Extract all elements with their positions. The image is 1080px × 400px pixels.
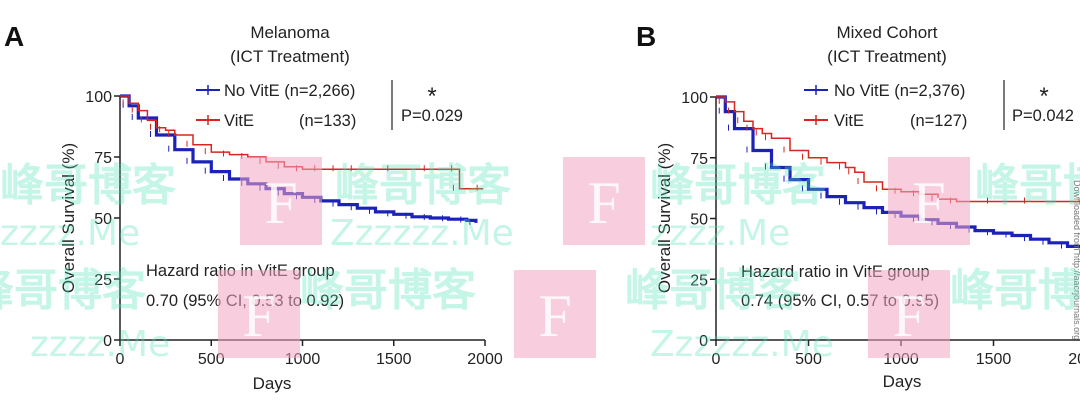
x-tick-label: 500: [795, 351, 822, 368]
panel-a-subtitle: (ICT Treatment): [230, 47, 350, 66]
legend-label-vite-n: (n=133): [299, 112, 356, 130]
panel-b-legend: No VitE (n=2,376) VitE (n=127) * P=0.042: [804, 80, 1074, 130]
y-tick-label: 50: [690, 212, 708, 229]
panel-b-legend-no-vite: No VitE (n=2,376): [804, 82, 965, 100]
download-edge-text: Downloaded from http://aacrjournals.org: [1072, 180, 1080, 340]
x-tick-label: 1500: [976, 351, 1012, 368]
watermark-text: 峰哥博客: [625, 265, 801, 316]
watermark-badge: [563, 157, 645, 245]
watermark-badge-letter: F: [587, 170, 620, 236]
panel-b-title: Mixed Cohort: [836, 23, 937, 42]
legend-label-no-vite: No VitE (n=2,266): [224, 82, 355, 100]
x-tick-label: 0: [116, 351, 125, 368]
watermark-text: 峰哥博客: [0, 160, 176, 211]
watermark-badge-letter: F: [892, 283, 925, 349]
panel-a-legend-vite: VitE (n=133): [196, 112, 356, 130]
watermark-text: Zzzzzz.Me: [330, 213, 514, 254]
watermark-badge: [218, 270, 300, 358]
watermark-text: 峰哥博客: [335, 160, 511, 211]
x-tick-label: 0: [712, 351, 721, 368]
legend-label-vite-n: (n=127): [910, 112, 967, 130]
y-tick-label: 25: [94, 272, 112, 289]
panel-a-significance-star: *: [427, 83, 436, 110]
legend-label-no-vite: No VitE (n=2,376): [834, 82, 965, 100]
watermark-badge: [514, 270, 596, 358]
panel-a-x-axis-title: Days: [253, 374, 292, 393]
panel-a-title: Melanoma: [250, 23, 330, 42]
watermark-text: 峰哥博客: [300, 265, 476, 316]
x-tick-label: 1500: [376, 351, 412, 368]
panel-b-mixed-cohort: B Mixed Cohort (ICT Treatment) 0 25 50 75 10…: [636, 21, 1080, 391]
panel-a-p-value: P=0.029: [401, 107, 463, 125]
panel-a-letter: A: [4, 21, 24, 52]
watermark-badge: [240, 157, 322, 245]
x-tick-label: 500: [198, 351, 225, 368]
x-tick-label: 2000: [467, 351, 503, 368]
watermark-badge-letter: F: [912, 170, 945, 236]
watermark-badge-letter: F: [538, 283, 571, 349]
panel-b-x-axis-title: Days: [883, 372, 922, 391]
panel-b-subtitle: (ICT Treatment): [827, 47, 947, 66]
legend-label-vite-name: VitE: [834, 112, 864, 130]
watermark-text: 峰哥博客: [650, 160, 826, 211]
watermark-overlay: F F F F F F 峰哥博客 峰哥博客 峰哥博客 峰哥博客 zzzz.Me …: [0, 157, 1080, 365]
y-tick-label: 75: [690, 151, 708, 168]
watermark-badge-letter: F: [264, 170, 297, 236]
watermark-text: Zzzzzz.Me: [650, 324, 834, 365]
watermark-text: zzzz.Me: [650, 213, 790, 254]
watermark-text: 峰哥博客: [0, 265, 146, 316]
panel-b-y-axis-title: Overall Survival (%): [655, 143, 674, 293]
watermark-text: 峰哥博客: [975, 160, 1080, 211]
x-tick-label: 2000: [1068, 351, 1080, 368]
y-tick-label: 100: [85, 89, 112, 106]
watermark-badge: [868, 270, 950, 358]
y-tick-label: 0: [699, 333, 708, 350]
legend-label-vite-name: VitE: [224, 112, 254, 130]
y-tick-label: 50: [94, 211, 112, 228]
survival-curve-vite: [120, 95, 484, 190]
watermark-text: 峰哥博客: [950, 265, 1080, 316]
watermark-badge: [888, 157, 970, 245]
panel-a-legend: No VitE (n=2,266) VitE (n=133) * P=0.029: [196, 80, 463, 130]
panel-b-p-value: P=0.042: [1012, 107, 1074, 125]
panel-a-y-axis-title: Overall Survival (%): [59, 143, 78, 293]
watermark-text: zzzz.Me: [30, 324, 170, 365]
panel-b-legend-vite: VitE (n=127): [804, 112, 967, 130]
y-tick-label: 75: [94, 150, 112, 167]
y-tick-label: 100: [681, 90, 708, 107]
panel-b-significance-star: *: [1039, 83, 1048, 110]
panel-a-legend-no-vite: No VitE (n=2,266): [196, 82, 355, 100]
y-tick-label: 25: [690, 272, 708, 289]
watermark-text: zzzz.Me: [0, 213, 140, 254]
y-tick-label: 0: [103, 333, 112, 350]
watermark-badge-letter: F: [242, 283, 275, 349]
panel-b-letter: B: [636, 21, 656, 52]
